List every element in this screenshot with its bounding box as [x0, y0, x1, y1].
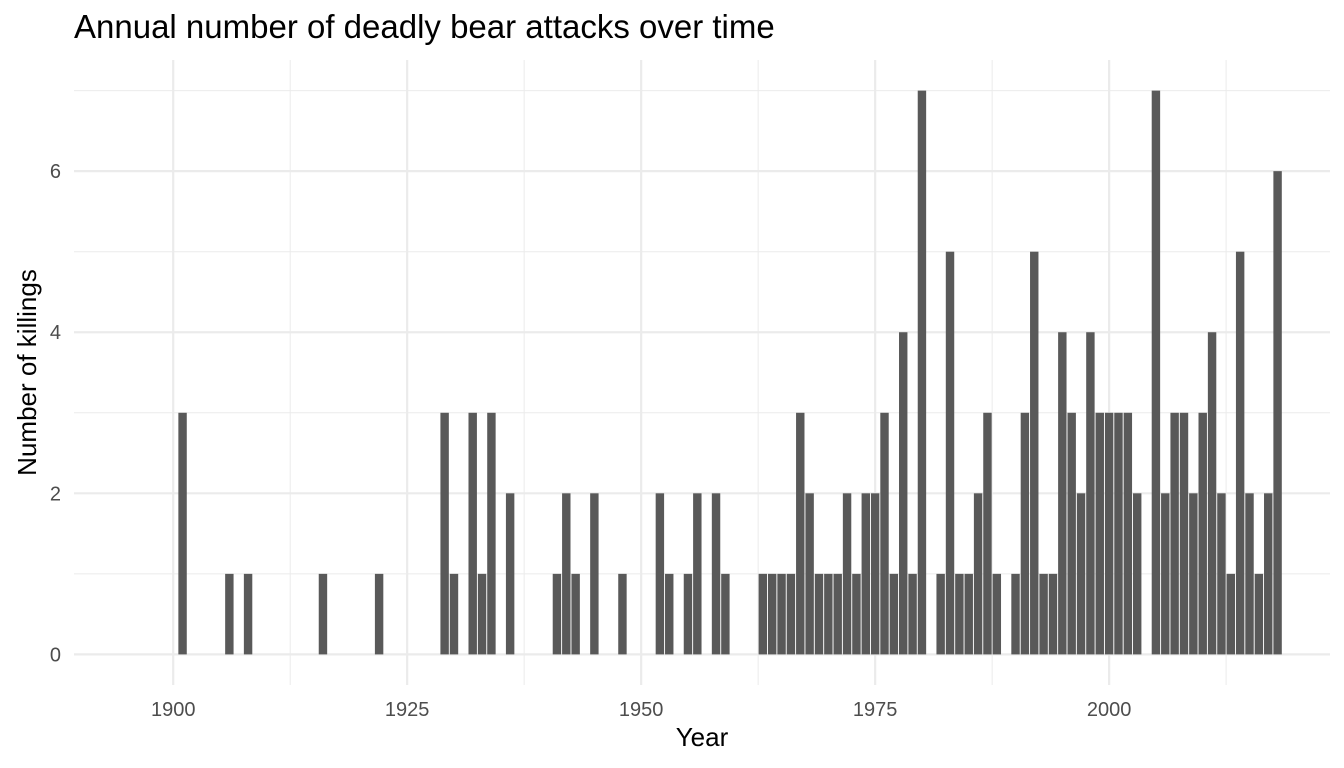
bar-1988 [992, 573, 1002, 655]
bar-1973 [852, 573, 861, 655]
bar-1991 [1020, 412, 1030, 655]
bar-1977 [889, 573, 899, 655]
bar-1965 [777, 573, 786, 655]
bar-2002 [1123, 412, 1133, 655]
y-tick-label: 0 [50, 644, 61, 666]
bar-1978 [899, 332, 908, 655]
bar-1953 [665, 573, 674, 655]
bar-1968 [805, 493, 814, 655]
bar-1980 [917, 90, 927, 655]
bar-1963 [758, 573, 768, 655]
bar-1986 [973, 493, 983, 655]
bar-1908 [243, 573, 253, 655]
bar-1943 [571, 573, 580, 655]
bar-2017 [1264, 493, 1273, 655]
bar-1983 [945, 251, 955, 655]
chart-title: Annual number of deadly bear attacks ove… [74, 8, 775, 45]
bar-1933 [477, 573, 487, 655]
bar-1972 [842, 493, 852, 655]
x-tick-label: 1975 [853, 699, 898, 721]
bar-2011 [1207, 332, 1217, 655]
bar-1958 [711, 493, 721, 655]
y-axis-title: Number of killings [12, 269, 42, 476]
bar-1964 [767, 573, 777, 655]
bar-2007 [1170, 412, 1179, 655]
bar-2014 [1235, 251, 1245, 655]
bar-1906 [225, 573, 234, 655]
bar-1969 [814, 573, 824, 655]
bar-2010 [1198, 412, 1207, 655]
bar-2012 [1217, 493, 1226, 655]
bar-1998 [1086, 332, 1095, 655]
bar-1945 [590, 493, 599, 655]
bar-2000 [1104, 412, 1114, 655]
bar-1930 [449, 573, 459, 655]
bar-2018 [1273, 171, 1282, 655]
bar-1984 [955, 573, 964, 655]
x-tick-label: 1925 [385, 699, 430, 721]
bar-2013 [1226, 573, 1236, 655]
bar-1941 [552, 573, 562, 655]
bar-2016 [1254, 573, 1264, 655]
bar-1999 [1095, 412, 1104, 655]
x-tick-label: 1900 [151, 699, 196, 721]
bar-1994 [1048, 573, 1058, 655]
bar-1966 [786, 573, 796, 655]
bar-1956 [693, 493, 702, 655]
bar-1936 [505, 493, 515, 655]
bar-1995 [1058, 332, 1067, 655]
bar-1916 [318, 573, 328, 655]
bar-1967 [796, 412, 805, 655]
bar-1979 [908, 573, 917, 655]
bar-1952 [655, 493, 665, 655]
bar-2006 [1161, 493, 1170, 655]
bar-2008 [1179, 412, 1189, 655]
bar-1901 [178, 412, 187, 655]
x-tick-label: 2000 [1087, 699, 1132, 721]
bar-1942 [562, 493, 571, 655]
y-tick-label: 2 [50, 483, 61, 505]
bar-1987 [983, 412, 992, 655]
x-tick-label: 1950 [619, 699, 664, 721]
bar-1974 [861, 493, 870, 655]
bar-1985 [964, 573, 973, 655]
y-tick-label: 6 [50, 161, 61, 183]
bar-1971 [833, 573, 842, 655]
bar-2003 [1132, 493, 1142, 655]
bar-1948 [618, 573, 627, 655]
bar-1997 [1076, 493, 1086, 655]
x-axis-title: Year [676, 722, 729, 752]
bar-1993 [1039, 573, 1048, 655]
y-tick-label: 4 [50, 322, 61, 344]
bar-1975 [870, 493, 880, 655]
bar-2015 [1245, 493, 1254, 655]
bar-1959 [721, 573, 730, 655]
bar-1922 [374, 573, 384, 655]
bar-1929 [440, 412, 449, 655]
bar-1982 [936, 573, 945, 655]
bar-1934 [487, 412, 496, 655]
bar-1996 [1067, 412, 1076, 655]
bar-1992 [1030, 251, 1039, 655]
bar-1970 [824, 573, 833, 655]
bar-2009 [1189, 493, 1198, 655]
bar-1990 [1011, 573, 1020, 655]
bar-2001 [1114, 412, 1123, 655]
bar-1976 [880, 412, 889, 655]
bar-1955 [683, 573, 693, 655]
bar-1932 [468, 412, 477, 655]
bar-2005 [1151, 90, 1161, 655]
